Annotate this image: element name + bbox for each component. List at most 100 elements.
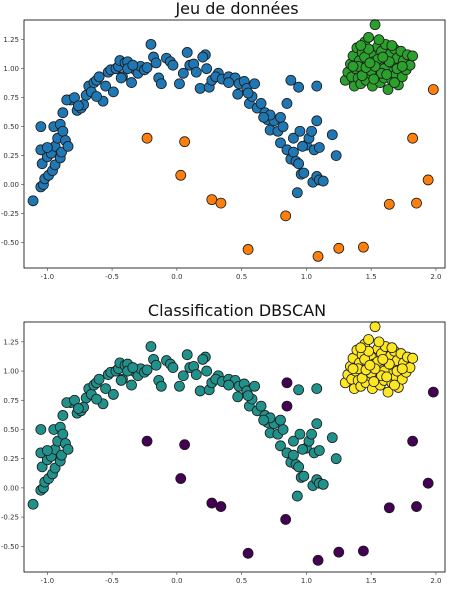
chart-1-y-tick-label: 0.50 (3, 123, 19, 131)
chart-2-series-1-point (298, 470, 310, 482)
chart-2-series-1-point (313, 445, 325, 456)
chart-1-series-1-point (27, 195, 39, 207)
chart-2-x-tick-label: -0.5 (105, 577, 119, 585)
chart-2-y-tick-label: 1.00 (3, 368, 19, 376)
chart-1-series-1-point (258, 111, 270, 123)
chart-2-series-1-point (57, 410, 69, 421)
chart-1-scatter: -1.0 -0.5 0.0 0.5 1.0 1.5 2.0 -0.50 -0.25 0.00 0.2… (1, 19, 446, 281)
chart-1-series-1-point (57, 125, 69, 137)
chart-2-series-1-point (155, 380, 167, 392)
chart-1-series-1-point (115, 72, 127, 84)
chart-2-series-1-point (258, 414, 270, 426)
chart-1-title: Jeu de données (174, 0, 298, 18)
chart-1-series-3-point (368, 73, 380, 85)
chart-1-series-1-point (100, 80, 112, 92)
chart-1-series-2-point (427, 84, 439, 95)
chart-2-series-1-point (127, 362, 139, 373)
chart-2-series-1-point (107, 389, 119, 400)
chart-2-series-1-point (242, 390, 254, 402)
chart-1-series-1-point (275, 111, 286, 123)
chart-2-x-tick-label: -1.0 (40, 577, 54, 585)
chart-1-series-1-point (281, 98, 293, 109)
chart-1-series-2-point (175, 169, 187, 181)
chart-1-series-1-point (288, 132, 299, 144)
chart-1-series-1-point (177, 67, 189, 79)
chart-2-series-2-point (206, 497, 218, 509)
chart-2-series-1-point (317, 478, 329, 490)
chart-1-series-1-point (275, 137, 286, 149)
chart-2-series-2-point (175, 473, 187, 484)
chart-2-series-3-point (363, 334, 374, 345)
chart-1-series-1-point (201, 63, 213, 75)
chart-2-plot-frame (23, 321, 446, 573)
chart-1-series-3-point (347, 60, 359, 72)
chart-1-series-1-point (155, 78, 167, 90)
chart-1-series-1-point (62, 140, 74, 152)
chart-1-series-1-point (141, 62, 153, 73)
chart-1-y-tick-label: 1.25 (3, 36, 19, 44)
chart-1-series-1-point (35, 121, 47, 133)
chart-1-series-1-point (91, 91, 102, 102)
chart-1-series-1-point (255, 98, 267, 109)
chart-1-series-2-point (242, 244, 254, 255)
chart-1-series-2-point (407, 132, 419, 144)
chart-2-y-tick-label: -0.25 (1, 514, 19, 522)
chart-1-series-1-point (127, 59, 139, 71)
chart-2-series-1-point (330, 453, 342, 465)
chart-1-series-1-point (311, 80, 323, 92)
chart-1-series-2-point (357, 241, 369, 253)
chart-2-series-1-point (255, 400, 267, 412)
chart-1-y-tick-label: 1.00 (3, 65, 19, 73)
chart-2-series-3-point (369, 321, 381, 333)
chart-2-series-1-point (57, 428, 69, 440)
chart-1-series-1-point (223, 77, 235, 88)
chart-2-series-3-point (373, 336, 385, 348)
chart-1-series-2-point (333, 242, 345, 254)
chart-2-series-1-point (223, 379, 235, 391)
chart-1-series-1-point (167, 59, 179, 71)
chart-1-series-1-point (57, 107, 69, 119)
chart-2-series-3-point (389, 379, 400, 391)
chart-1-series-2-point (179, 136, 191, 148)
chart-1-series-1-point (181, 47, 193, 58)
chart-1-x-tick-label: 1.0 (301, 273, 312, 281)
chart-1-x-tick-label: 1.5 (366, 273, 377, 281)
chart-2-x-tick-label: 0.5 (236, 577, 247, 585)
chart-1-series-1-point (298, 167, 310, 179)
chart-1-series-1-point (93, 71, 105, 83)
chart-2-series-3-point (364, 359, 376, 371)
chart-2-series-1-point (249, 380, 260, 392)
chart-1-series-3-point (386, 40, 398, 51)
chart-1-y-tick-label: -0.50 (1, 239, 19, 247)
chart-1-series-3-point (364, 57, 376, 69)
chart-2-series-2-point (333, 546, 345, 558)
chart-2-series-1-point (311, 418, 323, 430)
chart-2-series-2-point (280, 514, 292, 525)
chart-1-series-1-point (194, 82, 206, 94)
chart-2-y-tick-label: 1.25 (3, 338, 19, 346)
chart-1-series-3-point (407, 50, 419, 62)
chart-1-series-1-point (330, 150, 342, 161)
chart-1-series-1-point (232, 88, 244, 100)
chart-1-series-3-point (369, 19, 381, 31)
chart-2-series-3-point (355, 342, 367, 354)
chart-1-series-1-point (190, 66, 202, 78)
chart-2-series-1-point (91, 393, 102, 405)
chart-1-series-1-point (326, 129, 338, 141)
chart-1-series-1-point (285, 74, 297, 86)
chart-1-series-1-point (317, 175, 329, 187)
chart-1-series-2-point (215, 197, 227, 209)
chart-2-y-tick-label: 0.00 (3, 484, 19, 492)
chart-1-series-1-point (288, 146, 299, 158)
chart-2-y-tick-label: 0.50 (3, 426, 19, 434)
chart-1-series-1-point (306, 125, 317, 137)
chart-2-series-1-point (277, 424, 289, 435)
chart-2-series-2-point (422, 477, 434, 489)
chart-2-x-tick-label: 2.0 (430, 577, 441, 585)
chart-2-series-2-point (357, 545, 369, 557)
chart-1-series-1-point (297, 140, 308, 152)
chart-2-series-1-point (291, 490, 303, 502)
chart-1-series-1-point (294, 125, 306, 137)
chart-2-series-1-point (311, 383, 323, 394)
chart-1-series-1-point (293, 158, 305, 170)
